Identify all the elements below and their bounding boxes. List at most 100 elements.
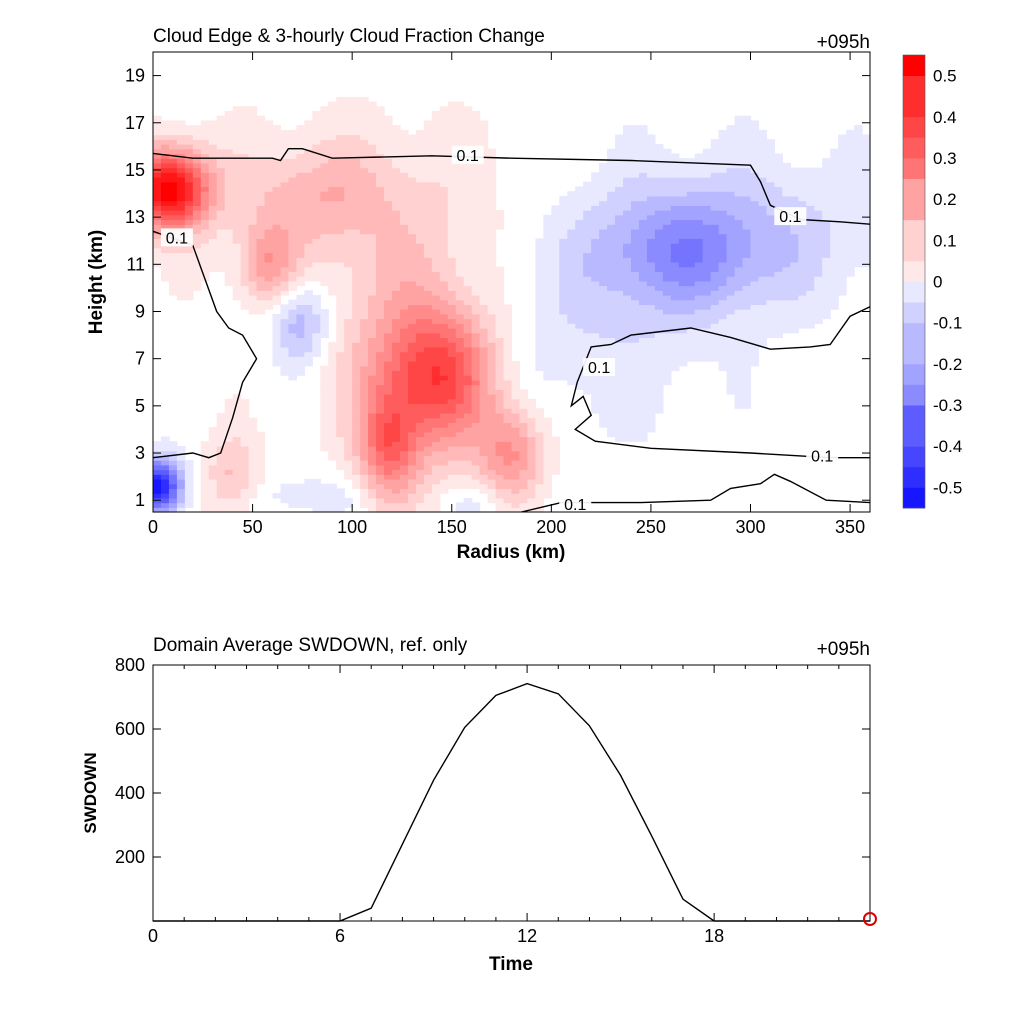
heat-cell <box>830 191 839 197</box>
heat-cell <box>168 266 178 272</box>
heat-cell <box>766 332 775 339</box>
heat-cell <box>790 271 799 277</box>
heat-cell <box>599 285 608 291</box>
heat-cell <box>248 224 258 230</box>
heat-cell <box>431 134 441 140</box>
heat-cell <box>192 276 202 282</box>
heat-cell <box>790 261 799 268</box>
heat-cell <box>232 110 242 117</box>
heat-cell <box>750 356 760 362</box>
heat-cell <box>551 238 560 244</box>
heat-cell <box>423 375 433 381</box>
heat-cell <box>455 389 465 395</box>
heat-cell <box>782 313 791 320</box>
heat-cell <box>153 153 162 159</box>
heat-cell <box>455 172 465 178</box>
heat-cell <box>160 200 170 206</box>
heat-cell <box>272 346 282 353</box>
heat-cell <box>376 384 385 390</box>
heat-cell <box>702 228 712 235</box>
heat-cell <box>168 158 178 164</box>
heat-cell <box>153 507 162 513</box>
heat-cell <box>567 224 576 230</box>
heat-cell <box>384 280 393 287</box>
heat-cell <box>352 280 361 287</box>
heat-cell <box>670 195 680 202</box>
heat-cell <box>392 365 401 372</box>
heat-cell <box>591 328 600 334</box>
heat-cell <box>288 318 297 324</box>
heat-cell <box>328 290 337 296</box>
heat-cell <box>662 153 672 159</box>
heat-cell <box>638 186 648 192</box>
heat-cell <box>328 271 337 277</box>
heat-cell <box>431 191 441 197</box>
heat-cell <box>168 483 178 490</box>
heat-cell <box>471 120 481 126</box>
heat-cell <box>678 195 688 202</box>
heat-cell <box>686 290 696 296</box>
heat-cell <box>583 238 592 244</box>
heat-cell <box>352 455 361 461</box>
heat-cell <box>726 337 736 343</box>
heat-cell <box>455 422 465 428</box>
heat-cell <box>208 469 218 475</box>
heat-cell <box>439 342 449 348</box>
heat-cell <box>352 257 361 263</box>
heat-cell <box>176 450 186 456</box>
heat-cell <box>742 351 752 357</box>
heat-cell <box>607 276 616 282</box>
heat-cell <box>415 361 425 367</box>
heat-cell <box>830 276 839 282</box>
heat-cell <box>702 328 712 334</box>
heat-cell <box>423 478 433 485</box>
heat-cell <box>447 167 457 173</box>
heat-cell <box>415 177 425 183</box>
heat-cell <box>686 342 696 348</box>
heat-cell <box>638 379 648 386</box>
heat-cell <box>638 436 648 442</box>
heat-cell <box>742 238 752 244</box>
heat-cell <box>264 191 274 197</box>
heat-cell <box>176 167 186 173</box>
heat-cell <box>280 323 290 329</box>
heat-cell <box>256 115 266 122</box>
heat-cell <box>240 398 250 405</box>
heat-cell <box>591 337 600 343</box>
heat-cell <box>288 497 297 504</box>
heat-cell <box>654 181 664 188</box>
heat-cell <box>742 280 752 287</box>
heat-cell <box>320 266 329 272</box>
heat-cell <box>750 243 760 249</box>
heat-cell <box>344 290 353 296</box>
heat-cell <box>726 162 736 169</box>
heat-cell <box>192 181 202 188</box>
heat-cell <box>623 186 632 192</box>
heat-cell <box>734 309 744 315</box>
heat-cell <box>567 266 576 272</box>
heat-cell <box>240 153 250 159</box>
heat-cell <box>280 365 290 372</box>
heat-cell <box>184 294 194 301</box>
heat-cell <box>822 200 831 206</box>
heat-cell <box>304 210 313 216</box>
heat-cell <box>814 181 823 188</box>
heat-cell <box>742 167 752 173</box>
heat-cell <box>200 483 210 490</box>
heat-cell <box>368 252 377 258</box>
heat-cell <box>439 318 449 324</box>
heat-cell <box>591 172 600 178</box>
heat-cell <box>822 276 831 282</box>
heat-cell <box>686 233 696 239</box>
heat-cell <box>479 134 489 140</box>
heat-cell <box>184 488 194 494</box>
heat-cell <box>535 342 544 348</box>
heat-cell <box>439 323 449 329</box>
heat-cell <box>153 257 162 263</box>
heat-cell <box>344 408 353 414</box>
heat-cell <box>320 106 329 112</box>
heat-cell <box>160 224 170 230</box>
heat-cell <box>384 167 393 173</box>
heat-cell <box>766 304 775 310</box>
heat-cell <box>200 120 210 126</box>
